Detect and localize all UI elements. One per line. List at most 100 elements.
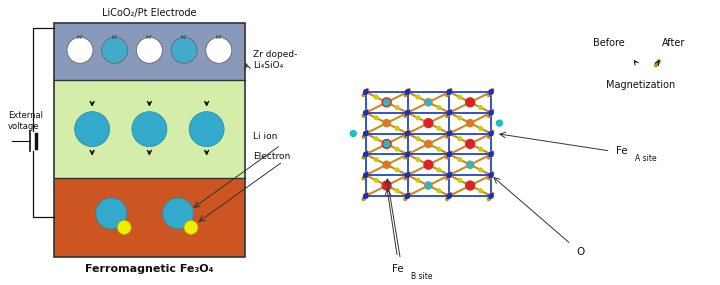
Circle shape bbox=[488, 193, 494, 199]
Circle shape bbox=[163, 198, 194, 229]
Text: O: O bbox=[576, 247, 584, 257]
Text: h⁺: h⁺ bbox=[215, 35, 222, 40]
Circle shape bbox=[465, 97, 475, 107]
Circle shape bbox=[436, 188, 441, 193]
Circle shape bbox=[446, 152, 452, 157]
Circle shape bbox=[382, 139, 392, 149]
Circle shape bbox=[382, 97, 392, 107]
Circle shape bbox=[415, 136, 420, 141]
Circle shape bbox=[395, 167, 400, 172]
Text: LiCoO₂/Pt Electrode: LiCoO₂/Pt Electrode bbox=[102, 8, 197, 18]
Text: Before: Before bbox=[593, 38, 624, 48]
Circle shape bbox=[488, 110, 494, 116]
Circle shape bbox=[466, 119, 474, 127]
Circle shape bbox=[363, 131, 369, 137]
Circle shape bbox=[436, 167, 441, 172]
Circle shape bbox=[488, 89, 494, 95]
Circle shape bbox=[363, 89, 369, 95]
Circle shape bbox=[436, 105, 441, 110]
Bar bbox=[54, 178, 245, 256]
Circle shape bbox=[102, 37, 127, 63]
Circle shape bbox=[478, 146, 483, 152]
Circle shape bbox=[383, 140, 390, 148]
Bar bbox=[54, 23, 245, 256]
Circle shape bbox=[446, 131, 452, 137]
Circle shape bbox=[436, 126, 441, 131]
Circle shape bbox=[405, 110, 410, 116]
Circle shape bbox=[363, 193, 369, 199]
Circle shape bbox=[374, 95, 379, 100]
Circle shape bbox=[363, 110, 369, 116]
Circle shape bbox=[425, 182, 432, 189]
Circle shape bbox=[465, 139, 475, 149]
Text: h⁺: h⁺ bbox=[111, 35, 118, 40]
Circle shape bbox=[495, 119, 503, 127]
Circle shape bbox=[488, 172, 494, 178]
Circle shape bbox=[405, 131, 410, 137]
Text: Ferromagnetic Fe₃O₄: Ferromagnetic Fe₃O₄ bbox=[85, 264, 214, 274]
Circle shape bbox=[415, 157, 420, 162]
Circle shape bbox=[405, 172, 410, 178]
Circle shape bbox=[405, 193, 410, 199]
Circle shape bbox=[457, 136, 462, 141]
Circle shape bbox=[423, 160, 433, 170]
Circle shape bbox=[382, 119, 391, 127]
Text: Fe: Fe bbox=[392, 264, 404, 274]
Circle shape bbox=[457, 157, 462, 162]
Text: Magnetization: Magnetization bbox=[606, 80, 675, 91]
Circle shape bbox=[383, 99, 390, 106]
Circle shape bbox=[374, 136, 379, 141]
Text: Li ion: Li ion bbox=[253, 133, 277, 141]
Circle shape bbox=[363, 152, 369, 157]
Circle shape bbox=[349, 130, 357, 137]
Bar bbox=[54, 23, 245, 80]
Circle shape bbox=[465, 180, 475, 191]
Circle shape bbox=[184, 220, 198, 235]
Circle shape bbox=[478, 167, 483, 172]
Circle shape bbox=[75, 112, 109, 147]
Text: After: After bbox=[662, 38, 685, 48]
Circle shape bbox=[446, 89, 452, 95]
Text: External
voltage: External voltage bbox=[8, 111, 43, 131]
Circle shape bbox=[466, 160, 474, 169]
Circle shape bbox=[382, 160, 391, 169]
Circle shape bbox=[374, 178, 379, 183]
Circle shape bbox=[395, 146, 400, 152]
Text: h⁺: h⁺ bbox=[145, 35, 153, 40]
Text: A site: A site bbox=[634, 154, 656, 162]
Circle shape bbox=[382, 180, 392, 191]
Circle shape bbox=[67, 37, 93, 63]
Text: Zr doped-
Li₄SiO₄: Zr doped- Li₄SiO₄ bbox=[253, 50, 297, 70]
Circle shape bbox=[136, 37, 163, 63]
Circle shape bbox=[423, 118, 433, 128]
Circle shape bbox=[395, 126, 400, 131]
Circle shape bbox=[457, 178, 462, 183]
Circle shape bbox=[132, 112, 167, 147]
Circle shape bbox=[117, 220, 131, 235]
Circle shape bbox=[363, 172, 369, 178]
Circle shape bbox=[424, 140, 433, 148]
Circle shape bbox=[405, 152, 410, 157]
Circle shape bbox=[467, 161, 474, 168]
Circle shape bbox=[488, 152, 494, 157]
Circle shape bbox=[415, 115, 420, 121]
Circle shape bbox=[478, 126, 483, 131]
Text: h⁺: h⁺ bbox=[181, 35, 188, 40]
Bar bbox=[54, 80, 245, 178]
Circle shape bbox=[457, 115, 462, 121]
Circle shape bbox=[395, 105, 400, 110]
Circle shape bbox=[457, 95, 462, 100]
Circle shape bbox=[96, 198, 127, 229]
Circle shape bbox=[424, 181, 433, 190]
Circle shape bbox=[488, 131, 494, 137]
Text: Electron: Electron bbox=[253, 152, 290, 161]
Circle shape bbox=[405, 89, 410, 95]
Circle shape bbox=[189, 112, 224, 147]
Circle shape bbox=[446, 193, 452, 199]
Text: h⁺: h⁺ bbox=[76, 35, 84, 40]
Text: Fe: Fe bbox=[616, 146, 627, 156]
Circle shape bbox=[395, 188, 400, 193]
Circle shape bbox=[415, 178, 420, 183]
Circle shape bbox=[478, 105, 483, 110]
Circle shape bbox=[425, 99, 432, 106]
